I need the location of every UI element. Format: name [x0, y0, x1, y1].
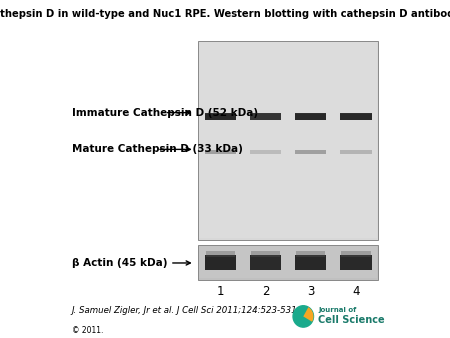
Bar: [295, 150, 326, 154]
Text: 3: 3: [307, 285, 315, 298]
Bar: [205, 255, 236, 270]
Bar: [250, 113, 281, 114]
Text: J. Samuel Zigler, Jr et al. J Cell Sci 2011;124:523-531: J. Samuel Zigler, Jr et al. J Cell Sci 2…: [72, 307, 297, 315]
Text: β Actin (45 kDa): β Actin (45 kDa): [72, 258, 190, 268]
Text: 1: 1: [216, 285, 224, 298]
Circle shape: [293, 306, 314, 327]
Bar: [295, 113, 326, 120]
Text: Immature Cathepsin D (52 kDa): Immature Cathepsin D (52 kDa): [72, 107, 258, 118]
Text: Cell Science: Cell Science: [318, 315, 385, 325]
Text: Journal of: Journal of: [318, 308, 356, 313]
Text: © 2011.: © 2011.: [72, 327, 103, 335]
Bar: [295, 113, 326, 114]
Bar: [205, 113, 236, 114]
Bar: [205, 150, 236, 154]
Bar: [199, 246, 377, 278]
Bar: [340, 113, 372, 114]
Text: 2: 2: [262, 285, 269, 298]
Bar: [198, 41, 378, 240]
Text: 4: 4: [352, 285, 360, 298]
Wedge shape: [303, 307, 314, 322]
Bar: [250, 113, 281, 120]
Bar: [296, 251, 325, 257]
Text: Mature Cathepsin D (33 kDa): Mature Cathepsin D (33 kDa): [72, 144, 243, 154]
Bar: [251, 251, 280, 257]
Bar: [198, 245, 378, 280]
Bar: [199, 43, 377, 238]
Bar: [250, 150, 281, 154]
Bar: [340, 113, 372, 120]
Bar: [250, 255, 281, 270]
Bar: [206, 251, 235, 257]
Text: Cathepsin D in wild-type and Nuc1 RPE. Western blotting with cathepsin D antibod: Cathepsin D in wild-type and Nuc1 RPE. W…: [0, 9, 450, 19]
Bar: [295, 255, 326, 270]
Bar: [341, 251, 371, 257]
Bar: [205, 113, 236, 120]
Bar: [340, 255, 372, 270]
Bar: [340, 150, 372, 154]
